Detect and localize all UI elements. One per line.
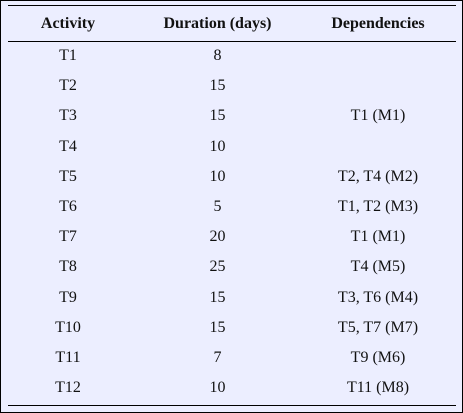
header-duration: Duration (days) xyxy=(163,15,272,32)
duration-cell: 10 xyxy=(209,138,226,155)
duration-cell: 15 xyxy=(209,77,226,94)
dependencies-cell: T1 (M1) xyxy=(350,107,406,124)
activity-cell: T7 xyxy=(59,228,77,245)
header-activity: Activity xyxy=(40,15,96,32)
duration-cell: 25 xyxy=(209,258,226,275)
activity-cell: T4 xyxy=(59,138,77,155)
activity-cell: T2 xyxy=(59,77,77,94)
activity-cell: T11 xyxy=(55,349,81,366)
dependencies-cell: T11 (M8) xyxy=(346,379,410,396)
activity-cell: T1 xyxy=(59,47,77,64)
dependencies-cell: T9 (M6) xyxy=(350,349,406,366)
activity-cell: T5 xyxy=(59,168,77,185)
duration-cell: 8 xyxy=(213,47,222,64)
activity-cell: T10 xyxy=(55,319,81,336)
activity-cell: T6 xyxy=(59,198,77,215)
dependencies-cell: T1, T2 (M3) xyxy=(337,198,419,215)
duration-cell: 15 xyxy=(209,319,226,336)
dependencies-cell: T1 (M1) xyxy=(350,228,406,245)
dependencies-cell: T2, T4 (M2) xyxy=(337,168,419,185)
duration-cell: 15 xyxy=(209,107,226,124)
activity-cell: T9 xyxy=(59,289,77,306)
header-rule xyxy=(8,41,456,42)
duration-cell: 15 xyxy=(209,289,226,306)
bottom-rule xyxy=(8,405,456,406)
activity-cell: T12 xyxy=(55,379,81,396)
activity-cell: T8 xyxy=(59,258,77,275)
top-rule xyxy=(8,5,456,6)
header-dependencies: Dependencies xyxy=(331,15,425,32)
duration-cell: 7 xyxy=(213,349,222,366)
duration-cell: 20 xyxy=(209,228,226,245)
duration-cell: 5 xyxy=(213,198,222,215)
activity-cell: T3 xyxy=(59,107,77,124)
duration-cell: 10 xyxy=(209,379,226,396)
dependencies-cell: T5, T7 (M7) xyxy=(337,319,419,336)
dependencies-cell: T4 (M5) xyxy=(350,258,406,275)
dependencies-cell: T3, T6 (M4) xyxy=(337,289,419,306)
duration-cell: 10 xyxy=(209,168,226,185)
